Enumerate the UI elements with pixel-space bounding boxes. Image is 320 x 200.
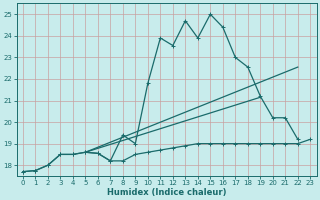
X-axis label: Humidex (Indice chaleur): Humidex (Indice chaleur)	[107, 188, 226, 197]
